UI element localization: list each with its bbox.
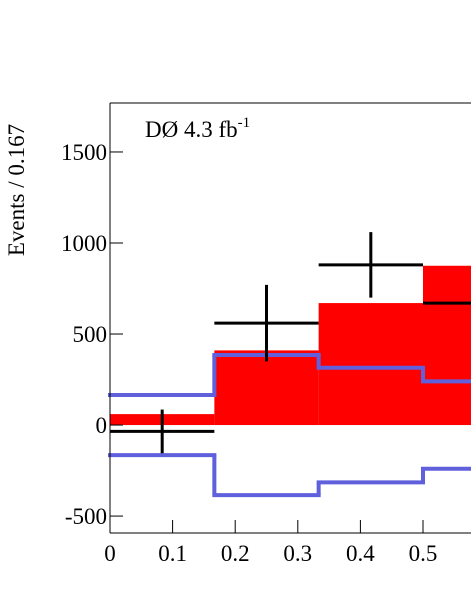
histogram-bar bbox=[423, 265, 471, 426]
x-tick-label: 0.5 bbox=[409, 541, 438, 566]
x-tick-label: 0.1 bbox=[158, 541, 187, 566]
x-tick-label: 0.4 bbox=[346, 541, 375, 566]
x-tick-label: 0.3 bbox=[283, 541, 312, 566]
histogram-bar bbox=[318, 303, 423, 426]
y-tick-label: 1500 bbox=[61, 140, 107, 165]
annotation-text: DØ 4.3 fb bbox=[145, 117, 238, 142]
y-tick-label: -500 bbox=[65, 504, 107, 529]
annotation: DØ 4.3 fb-1 bbox=[145, 115, 250, 142]
annotation-superscript: -1 bbox=[238, 115, 251, 131]
y-axis-label: Events / 0.167 bbox=[4, 124, 29, 256]
y-tick-label: 500 bbox=[73, 322, 108, 347]
x-tick-label: 0 bbox=[104, 541, 116, 566]
x-tick-label: 0.2 bbox=[221, 541, 250, 566]
histogram-bar bbox=[214, 350, 319, 426]
y-tick-label: 1000 bbox=[61, 231, 107, 256]
y-tick-label: 0 bbox=[96, 413, 108, 438]
